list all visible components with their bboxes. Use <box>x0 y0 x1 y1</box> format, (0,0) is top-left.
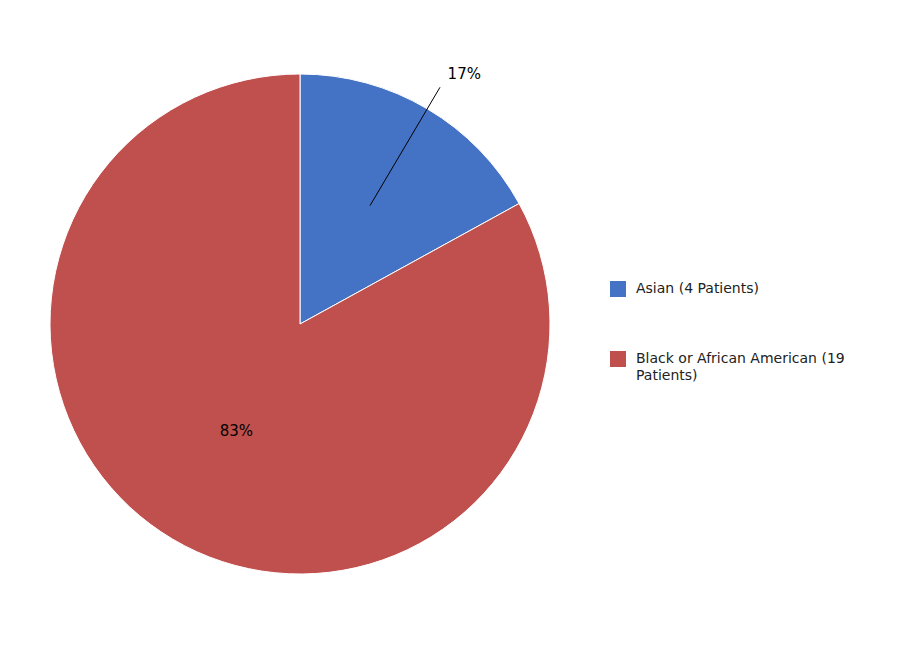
data-labels: 17% 83% <box>220 65 481 440</box>
legend-label: Black or African American (19Patients) <box>636 350 845 383</box>
pie <box>50 74 550 574</box>
legend-swatch <box>610 281 626 297</box>
legend-swatch <box>610 351 626 367</box>
data-label: 17% <box>448 65 481 83</box>
legend-label: Asian (4 Patients) <box>636 280 759 296</box>
pie-slice <box>50 74 550 574</box>
leader-line <box>370 87 440 205</box>
data-label: 83% <box>220 422 253 440</box>
legend: Asian (4 Patients) Black or African Ameri… <box>610 280 845 383</box>
